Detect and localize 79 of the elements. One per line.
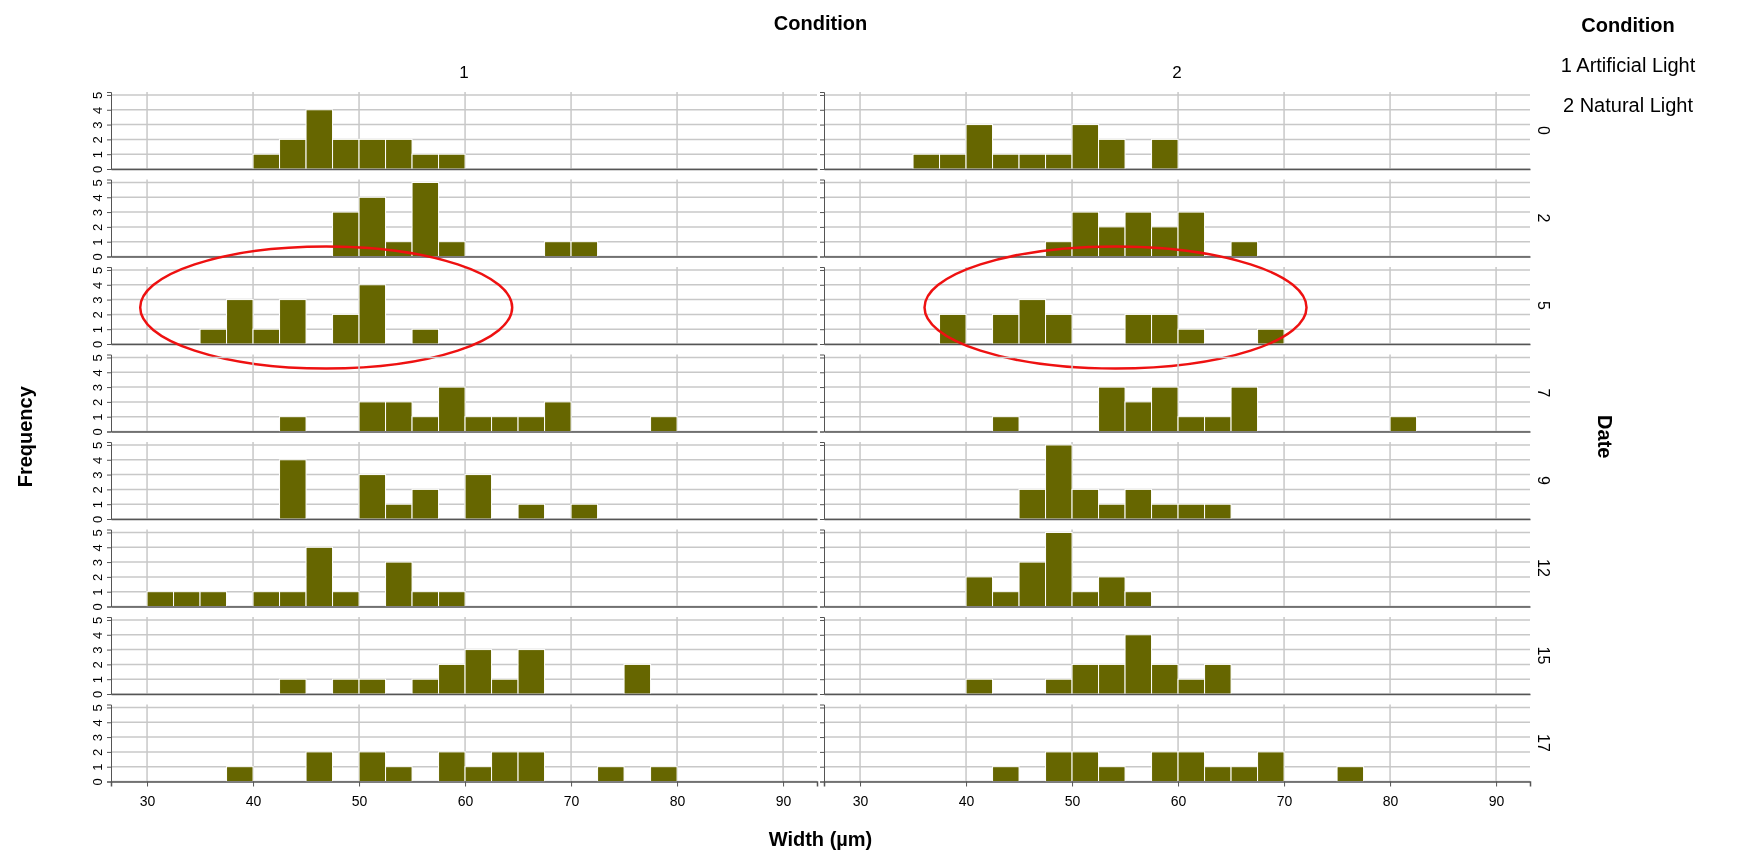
y-tick-label: 1	[89, 151, 105, 159]
y2-axis-title: 5	[1535, 301, 1553, 311]
y-tick-label: 0	[89, 778, 105, 786]
x-tick-label: 50	[1064, 793, 1081, 810]
y-tick-label: 1	[89, 676, 105, 684]
y-tick-label: 4	[89, 194, 105, 202]
y-tick-label: 3	[89, 558, 105, 567]
y-tick-label: 0	[89, 428, 105, 436]
x-tick-label: 80	[1382, 793, 1399, 810]
y-tick-label: 3	[89, 733, 105, 742]
y-tick-label: 2	[89, 398, 105, 406]
y-tick-label: 5	[89, 616, 105, 625]
y-tick-label: 5	[89, 441, 105, 450]
y-tick-label: 3	[89, 646, 105, 654]
x-tick-label: 60	[1170, 793, 1187, 810]
y-tick-label: 4	[89, 544, 105, 552]
x-tick-label: 50	[351, 793, 368, 810]
y-tick-label: 1	[89, 413, 105, 421]
y-tick-label: 1	[89, 763, 105, 771]
y-tick-label: 1	[89, 588, 105, 596]
y-tick-label: 4	[89, 106, 105, 114]
x-tick-label: 70	[563, 793, 580, 810]
chart-title: 1	[459, 63, 469, 82]
text: Width (µm)	[768, 828, 873, 850]
y-tick-label: 3	[89, 208, 105, 217]
text: 2 Natural Light	[1562, 94, 1694, 116]
y-tick-label: 1	[89, 326, 105, 334]
y-tick-label: 2	[89, 748, 105, 756]
y-tick-label: 0	[89, 165, 105, 174]
x-tick-label: 70	[1276, 793, 1293, 810]
y-tick-label: 5	[89, 266, 105, 275]
y-tick-label: 0	[89, 515, 105, 524]
x-tick-label: 40	[958, 793, 975, 810]
y-tick-label: 0	[89, 690, 105, 699]
y2-axis-title: 15	[1535, 646, 1553, 665]
y-tick-label: 2	[89, 573, 105, 581]
y2-axis-title: 0	[1535, 126, 1553, 136]
y2-axis-title: 12	[1535, 559, 1553, 577]
y-tick-label: 4	[89, 456, 105, 464]
y2-axis-title: 9	[1535, 476, 1553, 486]
y-tick-label: 3	[89, 471, 105, 479]
y-tick-label: 0	[89, 603, 105, 611]
y-tick-label: 5	[89, 91, 105, 100]
y-tick-label: 4	[89, 719, 105, 727]
y-tick-label: 2	[89, 136, 105, 144]
y-tick-label: 2	[89, 661, 105, 669]
y-tick-label: 1	[89, 501, 105, 509]
y-tick-label: 2	[89, 311, 105, 319]
text: Date	[1594, 415, 1616, 459]
x-tick-label: 90	[775, 793, 792, 810]
y2-axis-title: 17	[1535, 734, 1553, 752]
y-tick-label: 5	[89, 179, 105, 187]
y2-axis-title: 2	[1535, 213, 1553, 223]
x-tick-label: 80	[669, 793, 686, 810]
y-tick-label: 4	[89, 369, 105, 377]
y-tick-label: 0	[89, 253, 105, 261]
y-tick-label: 3	[89, 296, 105, 304]
y-tick-label: 0	[89, 340, 105, 349]
y-tick-label: 3	[89, 383, 105, 392]
y-tick-label: 2	[89, 223, 105, 231]
text: 1 Artificial Light	[1560, 54, 1696, 76]
x-tick-label: 30	[852, 793, 869, 810]
text: Condition	[773, 12, 868, 34]
y-tick-label: 4	[89, 281, 105, 289]
x-tick-label: 30	[139, 793, 156, 810]
chart-title: 2	[1172, 63, 1182, 82]
y-tick-label: 5	[89, 354, 105, 362]
y-tick-label: 3	[89, 121, 105, 129]
x-tick-label: 90	[1488, 793, 1505, 810]
y-tick-label: 1	[89, 238, 105, 246]
y-tick-label: 4	[89, 631, 105, 639]
x-tick-label: 40	[245, 793, 262, 810]
text: Frequency	[14, 385, 36, 488]
y-tick-label: 5	[89, 529, 105, 537]
y2-axis-title: 7	[1535, 388, 1553, 398]
legend-title: Condition	[1581, 14, 1675, 36]
y-tick-label: 2	[89, 486, 105, 494]
y-tick-label: 5	[89, 704, 105, 712]
x-tick-label: 60	[457, 793, 474, 810]
